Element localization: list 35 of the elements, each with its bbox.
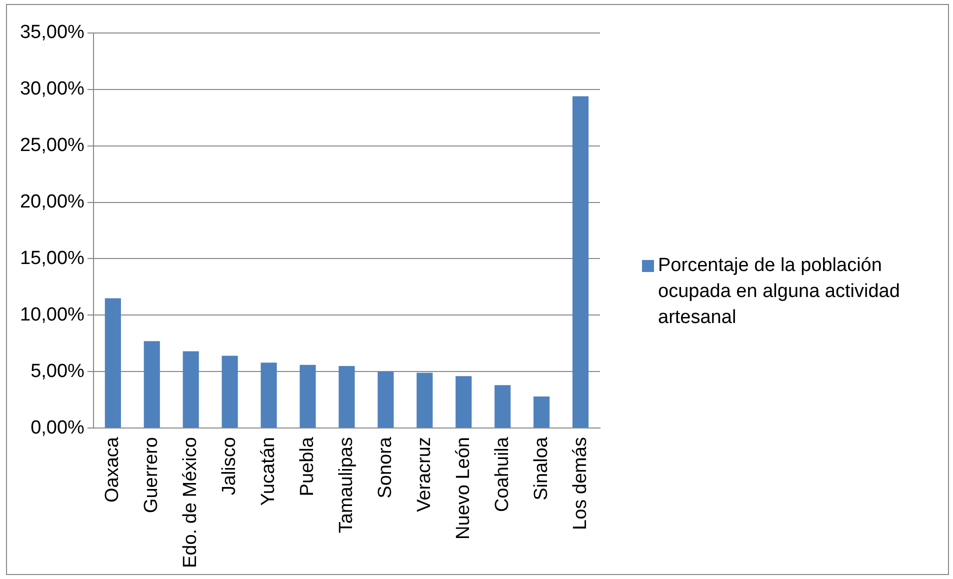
bar xyxy=(456,376,472,428)
x-tick-label: Guerrero xyxy=(141,437,162,514)
bar xyxy=(182,351,199,428)
x-tick-label: Puebla xyxy=(296,436,318,496)
bar xyxy=(534,396,550,428)
x-tick-label: Oaxaca xyxy=(102,436,124,503)
bar xyxy=(494,385,511,428)
x-tick-label: Veracruz xyxy=(414,437,435,512)
y-tick-label: 30,00% xyxy=(20,78,85,100)
y-tick-label: 0,00% xyxy=(30,417,85,438)
x-tick-label: Yucatán xyxy=(258,437,280,506)
y-tick-label: 10,00% xyxy=(20,304,85,326)
bar xyxy=(572,96,589,428)
y-tick-label: 15,00% xyxy=(20,248,85,269)
y-tick-label: 5,00% xyxy=(30,360,85,382)
bar xyxy=(222,356,238,428)
bar xyxy=(144,341,160,428)
bar xyxy=(416,372,433,428)
x-tick-label: Los demás xyxy=(570,437,591,530)
x-tick-label: Sinaloa xyxy=(530,436,552,500)
y-tick-label: 20,00% xyxy=(20,192,85,213)
y-tick-label: 25,00% xyxy=(20,135,85,156)
bar xyxy=(104,298,121,428)
bar xyxy=(300,364,316,428)
x-tick-label: Nuevo León xyxy=(452,437,474,540)
legend-label: Porcentaje de la población ocupada en alguna actividad artesanal xyxy=(658,254,901,330)
y-tick-label: 35,00% xyxy=(20,22,85,44)
bar xyxy=(260,362,277,428)
x-tick-label: Jalisco xyxy=(219,437,240,496)
x-tick-label: Edo. de México xyxy=(180,437,202,568)
bar xyxy=(378,372,394,428)
bar xyxy=(338,366,355,428)
x-tick-label: Tamaulipas xyxy=(336,437,357,534)
x-tick-label: Sonora xyxy=(374,436,396,498)
x-tick-label: Coahuila xyxy=(492,436,513,512)
